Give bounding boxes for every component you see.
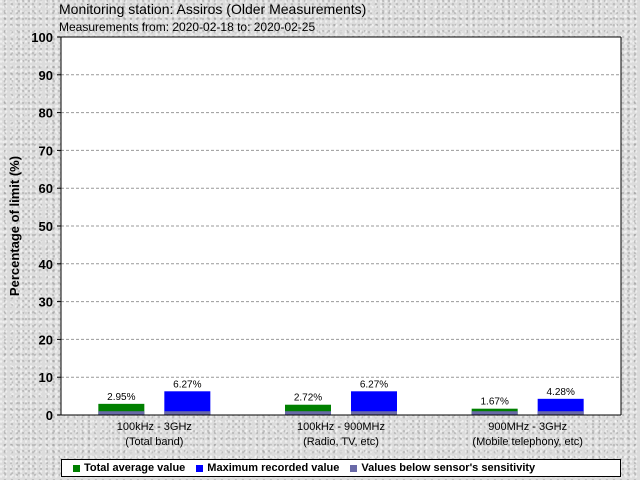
bar-average <box>98 403 145 415</box>
y-tick-label: 90 <box>39 68 53 83</box>
y-tick-label: 0 <box>46 408 53 423</box>
y-tick-label: 40 <box>39 257 53 272</box>
legend-label-maximum: Maximum recorded value <box>207 462 340 474</box>
bar-sensitivity-part <box>471 411 518 415</box>
y-tick-label: 70 <box>39 143 53 158</box>
bar-maximum <box>351 391 397 415</box>
legend-item-maximum: Maximum recorded value <box>185 462 339 474</box>
legend-swatch-total-average <box>73 464 80 472</box>
y-tick-label: 20 <box>39 332 53 347</box>
x-tick-label-sub: (Mobile telephony, etc) <box>472 436 582 448</box>
bar-maximum <box>537 398 584 415</box>
bar-maximum <box>164 391 211 415</box>
page-subtitle: Measurements from: 2020-02-18 to: 2020-0… <box>59 20 316 34</box>
bar-average <box>285 404 331 415</box>
y-tick-label: 80 <box>39 106 53 121</box>
legend-label-total-average: Total average value <box>84 462 186 474</box>
y-tick-label: 60 <box>39 181 53 196</box>
data-label: 2.95% <box>107 392 135 403</box>
y-axis-label: Percentage of limit (%) <box>7 156 22 296</box>
bar-sensitivity-part <box>285 411 331 415</box>
data-label: 6.27% <box>173 379 201 390</box>
bar-sensitivity-part <box>98 411 145 415</box>
legend-swatch-sensitivity <box>350 464 358 472</box>
legend-item-sensitivity: Values below sensor's sensitivity <box>339 462 535 474</box>
legend-swatch-maximum <box>196 464 204 472</box>
x-tick-label: 900MHz - 3GHz <box>488 421 567 433</box>
bar-sensitivity-part <box>537 411 584 415</box>
y-tick-label: 10 <box>39 370 53 385</box>
bar-sensitivity-part <box>164 411 211 415</box>
data-label: 1.67% <box>480 397 508 408</box>
data-label: 2.72% <box>294 393 322 404</box>
x-tick-label: 100kHz - 3GHz <box>117 421 192 433</box>
bar-chart: 0 10 20 30 40 50 60 70 80 90 100 Percentage of limi… <box>7 30 622 448</box>
y-tick-label: 30 <box>39 295 53 310</box>
legend-label-sensitivity: Values below sensor's sensitivity <box>361 462 536 474</box>
x-tick-label-sub: (Total band) <box>125 436 183 448</box>
x-tick-label: 100kHz - 900MHz <box>297 421 385 433</box>
y-tick-label: 100 <box>31 30 53 45</box>
x-tick-label-sub: (Radio, TV, etc) <box>303 436 379 448</box>
data-label: 4.28% <box>546 387 574 398</box>
chart-legend: Total average value Maximum recorded val… <box>61 459 621 477</box>
data-label: 6.27% <box>360 379 388 390</box>
legend-item-total-average: Total average value <box>62 462 185 474</box>
page-title: Monitoring station: Assiros (Older Measu… <box>59 1 367 17</box>
y-tick-label: 50 <box>39 219 53 234</box>
bar-sensitivity-part <box>351 411 397 415</box>
